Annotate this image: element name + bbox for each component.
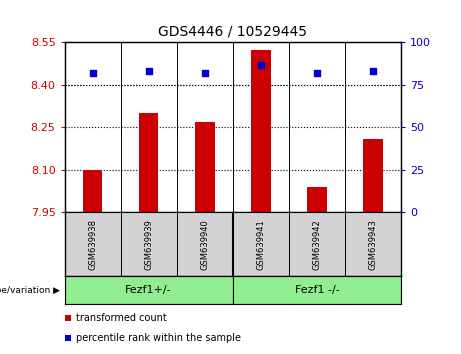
Bar bbox=[65, 212, 121, 276]
Point bbox=[145, 69, 152, 74]
Text: Fezf1+/-: Fezf1+/- bbox=[125, 285, 172, 295]
Bar bbox=[195, 122, 214, 212]
Text: percentile rank within the sample: percentile rank within the sample bbox=[76, 333, 241, 343]
Point bbox=[89, 70, 96, 76]
Text: genotype/variation ▶: genotype/variation ▶ bbox=[0, 286, 60, 295]
Bar bbox=[65, 276, 233, 304]
Bar bbox=[251, 50, 271, 212]
Text: GSM639940: GSM639940 bbox=[200, 219, 209, 270]
Bar bbox=[177, 212, 233, 276]
Text: Fezf1 -/-: Fezf1 -/- bbox=[295, 285, 339, 295]
Bar bbox=[233, 276, 401, 304]
Bar bbox=[307, 187, 327, 212]
Point bbox=[257, 62, 265, 67]
Bar bbox=[289, 212, 345, 276]
Text: GSM639938: GSM639938 bbox=[88, 219, 97, 270]
Text: GSM639942: GSM639942 bbox=[313, 219, 321, 270]
Bar bbox=[233, 212, 289, 276]
Bar bbox=[363, 139, 383, 212]
Bar bbox=[345, 212, 401, 276]
Point bbox=[369, 69, 377, 74]
Text: transformed count: transformed count bbox=[76, 313, 166, 323]
Bar bbox=[139, 113, 159, 212]
Point bbox=[313, 70, 321, 76]
Title: GDS4446 / 10529445: GDS4446 / 10529445 bbox=[158, 24, 307, 39]
Bar bbox=[83, 170, 102, 212]
Text: GSM639943: GSM639943 bbox=[368, 219, 378, 270]
Text: GSM639941: GSM639941 bbox=[256, 219, 266, 270]
Bar bbox=[121, 212, 177, 276]
Point bbox=[201, 70, 208, 76]
Text: GSM639939: GSM639939 bbox=[144, 219, 153, 270]
